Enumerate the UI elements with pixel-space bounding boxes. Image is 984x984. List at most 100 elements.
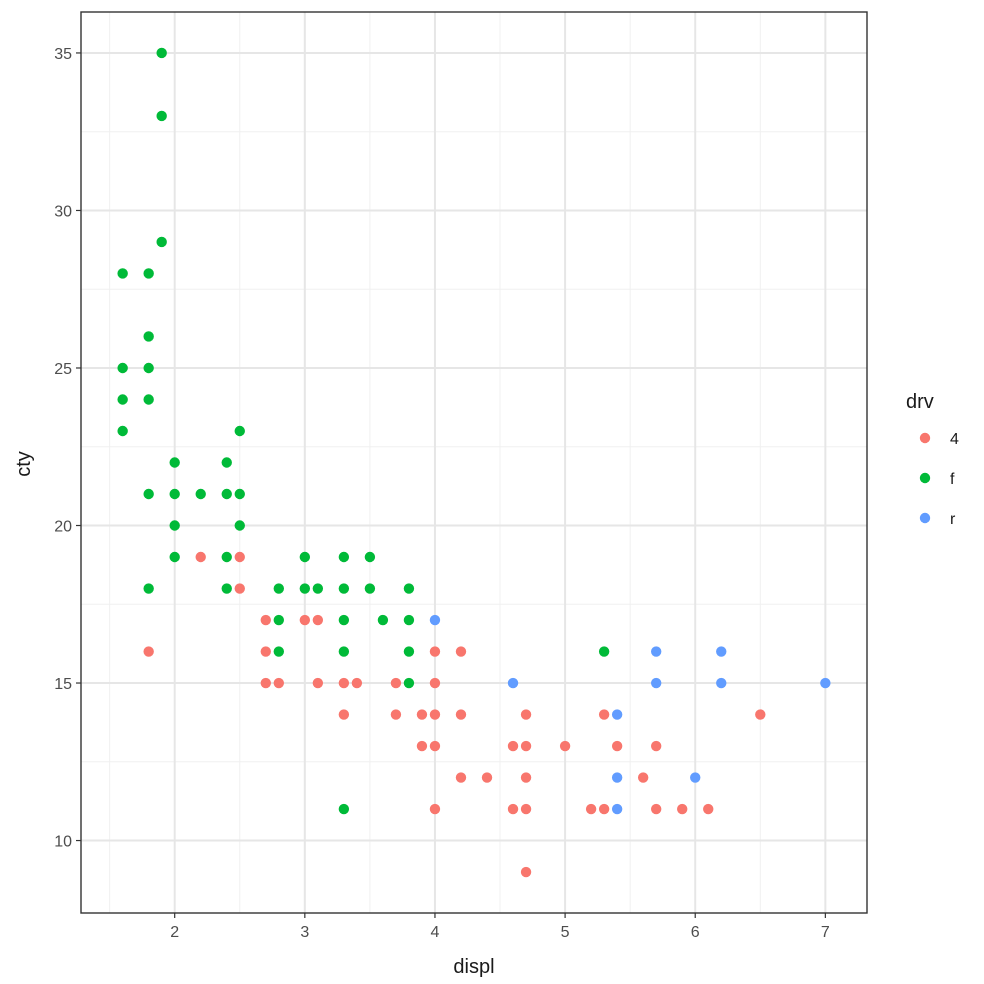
- y-tick-label: 35: [54, 46, 72, 63]
- data-point-4: [429, 803, 441, 815]
- legend-key-4: [919, 432, 931, 444]
- y-tick-label: 10: [54, 834, 72, 851]
- data-point-f: [312, 583, 324, 594]
- data-point-r: [820, 677, 831, 689]
- data-point-4: [507, 803, 519, 815]
- legend-label-r: r: [950, 511, 956, 528]
- data-point-4: [338, 677, 350, 689]
- data-point-f: [156, 110, 167, 122]
- legend-label-4: 4: [950, 431, 959, 448]
- data-point-4: [520, 866, 532, 878]
- data-point-f: [221, 457, 232, 468]
- data-point-f: [338, 583, 350, 594]
- data-point-4: [338, 709, 350, 720]
- data-point-r: [650, 646, 662, 657]
- data-point-r: [611, 772, 623, 783]
- data-point-4: [312, 614, 324, 626]
- data-point-f: [156, 236, 167, 248]
- data-point-r: [611, 709, 623, 720]
- data-point-4: [520, 740, 532, 752]
- data-point-f: [234, 520, 245, 531]
- data-point-4: [195, 551, 206, 563]
- x-tick-label: 3: [300, 924, 309, 941]
- data-point-4: [520, 709, 532, 720]
- data-point-4: [677, 803, 688, 815]
- data-point-f: [338, 803, 350, 815]
- data-point-4: [351, 677, 363, 689]
- data-point-4: [507, 740, 519, 752]
- data-point-4: [637, 772, 649, 783]
- data-point-f: [273, 646, 285, 657]
- data-point-4: [429, 646, 441, 657]
- data-point-4: [650, 803, 662, 815]
- data-point-f: [403, 614, 415, 626]
- legend-label-f: f: [950, 471, 955, 488]
- data-point-f: [598, 646, 610, 657]
- data-point-4: [455, 772, 467, 783]
- data-point-f: [364, 583, 376, 594]
- y-axis-title: cty: [13, 451, 35, 477]
- data-point-4: [416, 740, 428, 752]
- data-point-f: [338, 551, 350, 563]
- x-axis-title: displ: [453, 956, 494, 978]
- data-point-4: [429, 677, 441, 689]
- data-point-f: [403, 583, 415, 594]
- legend-key-r: [919, 512, 931, 524]
- data-point-f: [195, 488, 206, 500]
- y-tick-label: 30: [54, 203, 72, 220]
- data-point-f: [338, 646, 350, 657]
- data-point-r: [611, 803, 623, 815]
- x-tick-label: 6: [691, 924, 700, 941]
- data-point-4: [416, 709, 428, 720]
- data-point-4: [650, 740, 662, 752]
- data-point-f: [234, 425, 245, 437]
- x-tick-label: 7: [821, 924, 830, 941]
- data-point-4: [703, 803, 714, 815]
- x-tick-label: 2: [170, 924, 179, 941]
- data-point-4: [481, 772, 493, 783]
- data-point-f: [299, 551, 311, 563]
- legend-key-f: [919, 472, 931, 484]
- data-point-r: [507, 677, 519, 689]
- data-point-f: [403, 646, 415, 657]
- data-point-f: [143, 583, 154, 594]
- data-point-r: [690, 772, 701, 783]
- data-point-f: [169, 520, 180, 531]
- data-point-f: [143, 331, 154, 342]
- data-point-4: [598, 709, 610, 720]
- data-point-4: [559, 740, 571, 752]
- y-tick-label: 25: [54, 361, 72, 378]
- data-point-4: [390, 677, 402, 689]
- data-point-4: [520, 772, 532, 783]
- data-point-4: [598, 803, 610, 815]
- data-point-f: [143, 268, 154, 279]
- legend-title: drv: [906, 391, 934, 413]
- data-point-4: [312, 677, 324, 689]
- data-point-4: [390, 709, 402, 720]
- data-point-4: [520, 803, 532, 815]
- data-point-4: [455, 646, 467, 657]
- plot-border: [80, 11, 868, 914]
- data-point-4: [260, 614, 271, 626]
- y-tick-label: 20: [54, 519, 72, 536]
- legend: drv 4 f r: [906, 391, 959, 528]
- x-tick-label: 5: [561, 924, 570, 941]
- data-point-f: [221, 583, 232, 594]
- data-point-f: [403, 677, 415, 689]
- data-point-f: [234, 488, 245, 500]
- data-point-r: [429, 614, 441, 626]
- grid-lines: [81, 12, 867, 913]
- data-point-f: [169, 457, 180, 468]
- data-point-f: [169, 488, 180, 500]
- data-point-r: [716, 677, 727, 689]
- data-point-f: [377, 614, 389, 626]
- data-point-f: [117, 268, 128, 279]
- data-point-4: [755, 709, 766, 720]
- data-point-4: [429, 740, 441, 752]
- data-point-4: [273, 677, 285, 689]
- data-point-f: [169, 551, 180, 563]
- plot-panel: [81, 12, 867, 913]
- data-point-4: [611, 740, 623, 752]
- axis-ticks: 2 3 4 5 6 7 10 15 20 25 30 35: [54, 46, 830, 941]
